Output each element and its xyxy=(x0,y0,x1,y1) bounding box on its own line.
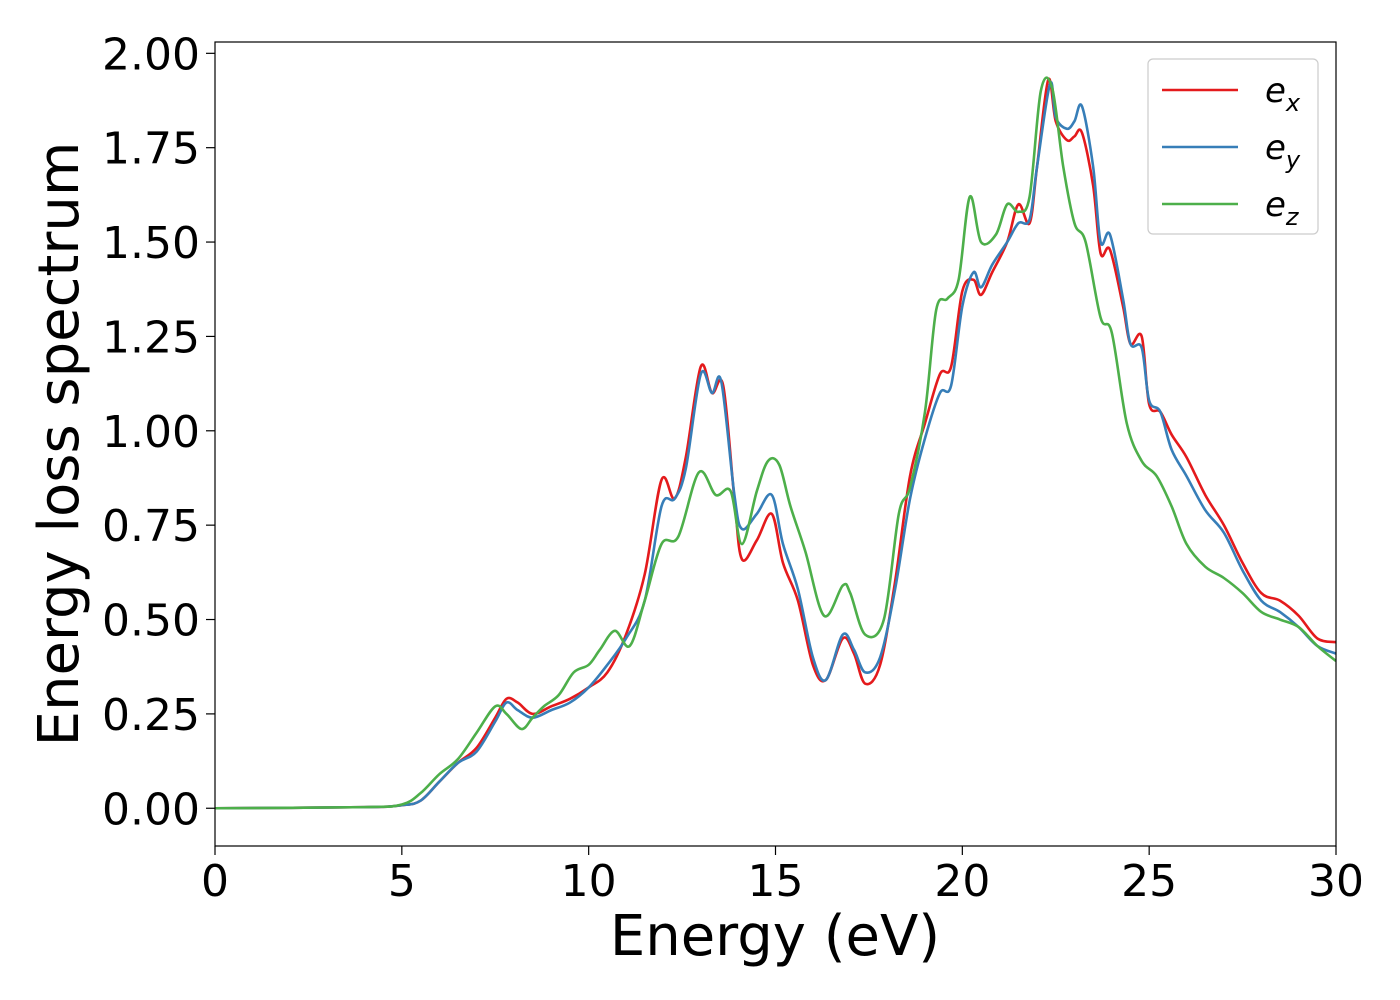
x-tick-label: 10 xyxy=(561,856,617,907)
legend-label-subscript: y xyxy=(1285,146,1301,174)
y-tick-label: 1.75 xyxy=(102,124,200,175)
legend-label-base: e xyxy=(1265,185,1286,225)
x-tick-label: 15 xyxy=(748,856,804,907)
x-axis-label: Energy (eV) xyxy=(610,904,940,969)
legend-label-z: ez xyxy=(1265,185,1300,231)
y-tick-label: 1.25 xyxy=(102,312,200,363)
legend-label-subscript: x xyxy=(1285,89,1301,117)
x-tick-label: 25 xyxy=(1121,856,1177,907)
legend-label-subscript: z xyxy=(1285,203,1300,231)
y-tick-label: 2.00 xyxy=(102,29,200,80)
legend-label-y: ey xyxy=(1265,128,1301,174)
x-tick-label: 30 xyxy=(1308,856,1364,907)
y-tick-label: 0.00 xyxy=(102,784,200,835)
y-tick-label: 0.25 xyxy=(102,690,200,741)
y-axis-ticks: 0.00 0.25 0.50 0.75 1.00 1.25 1.50 1.75 2.00 xyxy=(102,29,215,835)
y-tick-label: 0.50 xyxy=(102,596,200,647)
series-layer xyxy=(215,76,1336,810)
series-line-y xyxy=(215,81,1336,810)
x-tick-label: 20 xyxy=(934,856,990,907)
x-tick-label: 0 xyxy=(201,856,229,907)
legend-label-base: e xyxy=(1265,71,1286,111)
x-axis-ticks: 0 5 10 15 20 25 30 xyxy=(201,846,1364,907)
series-line-z xyxy=(215,76,1336,810)
x-tick-label: 5 xyxy=(388,856,416,907)
y-tick-label: 0.75 xyxy=(102,501,200,552)
y-tick-label: 1.00 xyxy=(102,407,200,458)
legend-label-base: e xyxy=(1265,128,1286,168)
legend-label-x: ex xyxy=(1265,71,1301,117)
y-axis-label: Energy loss spectrum xyxy=(27,142,92,747)
y-tick-label: 1.50 xyxy=(102,218,200,269)
